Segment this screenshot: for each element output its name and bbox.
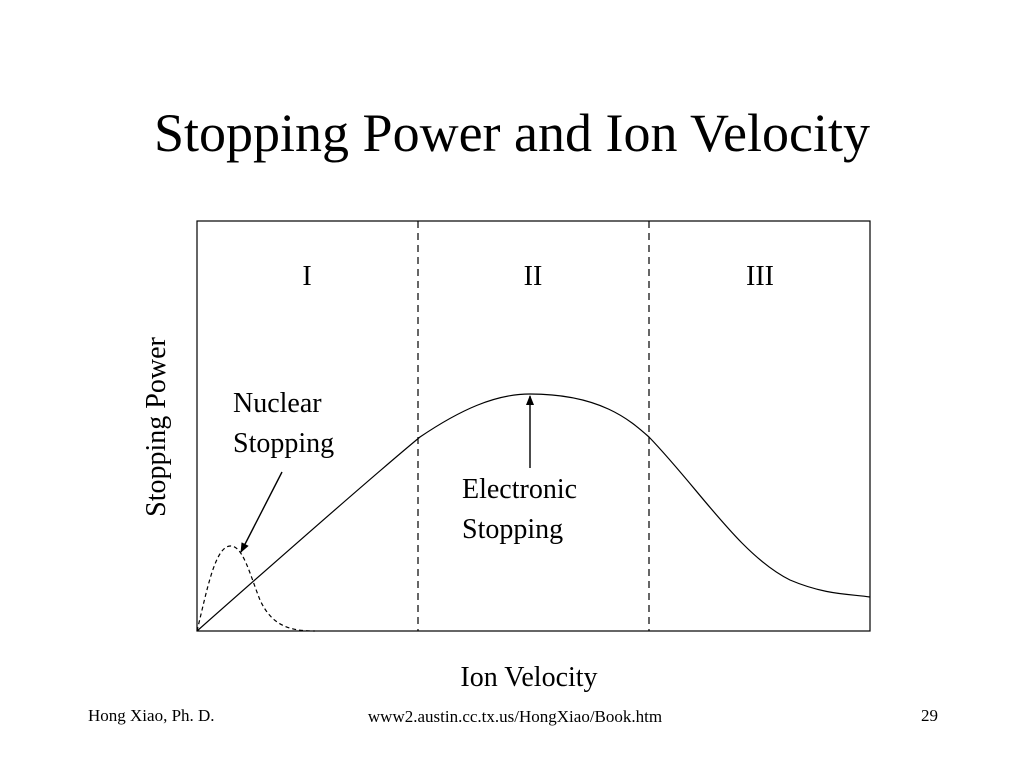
plot-frame: [196, 220, 871, 632]
electronic-stopping-curve: [196, 393, 871, 632]
nuclear-stopping-curve: [196, 545, 316, 632]
electronic-stopping-label: Electronic Stopping: [462, 474, 584, 545]
nuclear-label-line-1: Nuclear: [233, 388, 322, 419]
region-label-iii: III: [746, 261, 774, 292]
nuclear-label-line-2: Stopping: [233, 428, 334, 459]
slide-title: Stopping Power and Ion Velocity: [154, 103, 870, 163]
region-label-ii: II: [524, 261, 543, 292]
electronic-label-line-2: Stopping: [462, 514, 563, 545]
footer-page-number: 29: [921, 706, 938, 725]
electronic-label-line-1: Electronic: [462, 474, 577, 505]
footer-url: www2.austin.cc.tx.us/HongXiao/Book.htm: [367, 707, 663, 726]
region-label-i: I: [302, 261, 311, 292]
footer-author: Hong Xiao, Ph. D.: [88, 706, 215, 725]
x-axis-label: Ion Velocity: [460, 662, 597, 693]
y-axis-label: Stopping Power: [141, 336, 172, 516]
nuclear-stopping-arrow: [240, 471, 283, 553]
nuclear-stopping-label: Nuclear Stopping: [233, 388, 334, 459]
